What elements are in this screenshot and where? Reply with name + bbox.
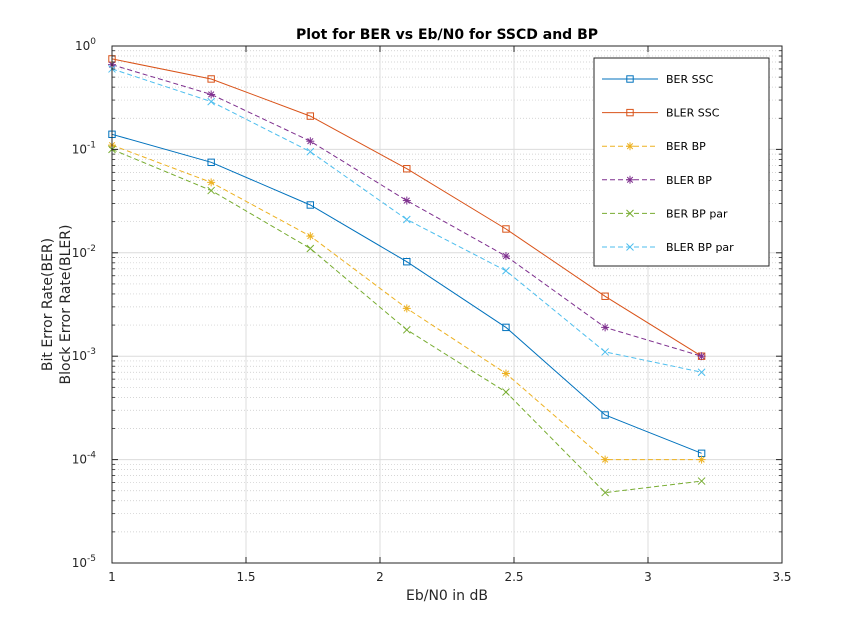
y-tick-base: 10 bbox=[72, 246, 87, 260]
data-point bbox=[207, 90, 216, 99]
legend-label: BLER SSC bbox=[666, 107, 720, 120]
data-point bbox=[502, 323, 510, 332]
y-tick-base: 10 bbox=[72, 556, 87, 570]
data-point bbox=[306, 137, 315, 146]
legend-marker bbox=[626, 243, 634, 251]
legend-entry: BER SSC bbox=[602, 73, 714, 86]
legend-label: BER SSC bbox=[666, 73, 714, 86]
y-tick-label: 100 bbox=[75, 37, 96, 53]
legend-marker bbox=[626, 142, 634, 151]
legend-entry: BLER BP par bbox=[602, 241, 734, 254]
data-point bbox=[306, 244, 315, 253]
y-tick-base: 10 bbox=[75, 39, 90, 53]
data-point bbox=[306, 232, 315, 241]
series-ber-bp bbox=[108, 141, 706, 464]
y-tick-base: 10 bbox=[72, 453, 87, 467]
legend-label: BLER BP bbox=[666, 174, 712, 187]
x-tick-label: 1 bbox=[108, 570, 116, 584]
y-tick-label: 10-5 bbox=[72, 554, 96, 570]
y-tick-exponent: -1 bbox=[87, 140, 96, 150]
data-point bbox=[403, 258, 411, 266]
legend-entry: BER BP par bbox=[602, 207, 728, 220]
y-tick-exponent: -5 bbox=[87, 554, 96, 564]
x-tick-label: 2.5 bbox=[504, 570, 523, 584]
data-point bbox=[601, 292, 609, 300]
legend-label: BER BP bbox=[666, 140, 706, 153]
legend-label: BLER BP par bbox=[666, 241, 734, 254]
data-point bbox=[601, 348, 609, 356]
tick-marks bbox=[111, 45, 783, 564]
data-point bbox=[207, 158, 215, 167]
x-tick-label: 1.5 bbox=[236, 570, 255, 584]
series-ber-bp-par bbox=[108, 145, 706, 497]
legend-label: BER BP par bbox=[666, 207, 728, 220]
series-layer bbox=[108, 55, 706, 497]
legend-entry: BLER BP bbox=[602, 174, 712, 187]
x-tick-label: 2 bbox=[376, 570, 384, 584]
series-line bbox=[111, 58, 702, 357]
legend-marker bbox=[626, 108, 634, 117]
y-tick-label: 10-3 bbox=[72, 347, 96, 363]
series-bler-bp-par bbox=[108, 65, 706, 377]
data-point bbox=[402, 325, 411, 334]
legend-marker bbox=[626, 175, 634, 184]
data-point bbox=[501, 369, 510, 378]
data-point bbox=[601, 488, 609, 497]
data-point bbox=[402, 196, 411, 205]
data-point bbox=[697, 455, 706, 464]
y-tick-exponent: -4 bbox=[87, 451, 96, 461]
data-point bbox=[601, 455, 610, 464]
x-axis-label: Eb/N0 in dB bbox=[406, 588, 488, 604]
y-tick-exponent: 0 bbox=[90, 37, 96, 47]
data-point bbox=[601, 323, 610, 332]
legend-box bbox=[593, 57, 770, 267]
legend-entry: BER BP bbox=[602, 140, 706, 153]
data-point bbox=[501, 252, 510, 261]
data-point bbox=[306, 147, 315, 156]
data-point bbox=[697, 368, 706, 377]
y-tick-label: 10-2 bbox=[72, 244, 96, 260]
y-tick-base: 10 bbox=[72, 142, 87, 156]
data-point bbox=[697, 477, 706, 485]
x-tick-labels: 1 1.5 2 2.5 3 3.5 bbox=[108, 570, 791, 584]
data-point bbox=[306, 112, 315, 120]
data-point bbox=[207, 186, 216, 195]
data-point bbox=[207, 97, 216, 106]
data-point bbox=[697, 352, 706, 361]
series-bler-ssc bbox=[108, 55, 706, 360]
data-point bbox=[403, 165, 411, 173]
y-tick-exponent: -2 bbox=[87, 244, 96, 254]
data-point bbox=[502, 225, 510, 233]
legend-marker bbox=[626, 75, 634, 83]
data-point bbox=[601, 411, 609, 419]
data-point bbox=[207, 178, 216, 187]
y-tick-exponent: -3 bbox=[87, 347, 96, 357]
data-point bbox=[697, 449, 706, 458]
legend: BER SSC BLER SSC BER BP BLER BP BER BP par BL… bbox=[593, 57, 770, 267]
data-point bbox=[402, 215, 411, 224]
data-point bbox=[306, 201, 315, 209]
y-tick-label: 10-1 bbox=[72, 140, 96, 156]
legend-entry: BLER SSC bbox=[602, 107, 720, 120]
y-axis-label-line2: Block Error Rate(BLER) bbox=[58, 225, 74, 385]
y-tick-base: 10 bbox=[72, 349, 87, 363]
y-axis-label-line1: Bit Error Rate(BER) bbox=[40, 238, 56, 371]
y-tick-label: 10-4 bbox=[72, 451, 97, 467]
x-tick-label: 3.5 bbox=[772, 570, 791, 584]
plot-frame bbox=[111, 45, 783, 564]
chart-title: Plot for BER vs Eb/N0 for SSCD and BP bbox=[296, 27, 598, 43]
data-point bbox=[502, 266, 510, 275]
data-point bbox=[502, 388, 510, 396]
x-tick-label: 3 bbox=[644, 570, 652, 584]
data-point bbox=[207, 75, 215, 83]
legend-marker bbox=[626, 209, 634, 218]
series-line bbox=[111, 133, 702, 454]
data-point bbox=[402, 304, 411, 313]
